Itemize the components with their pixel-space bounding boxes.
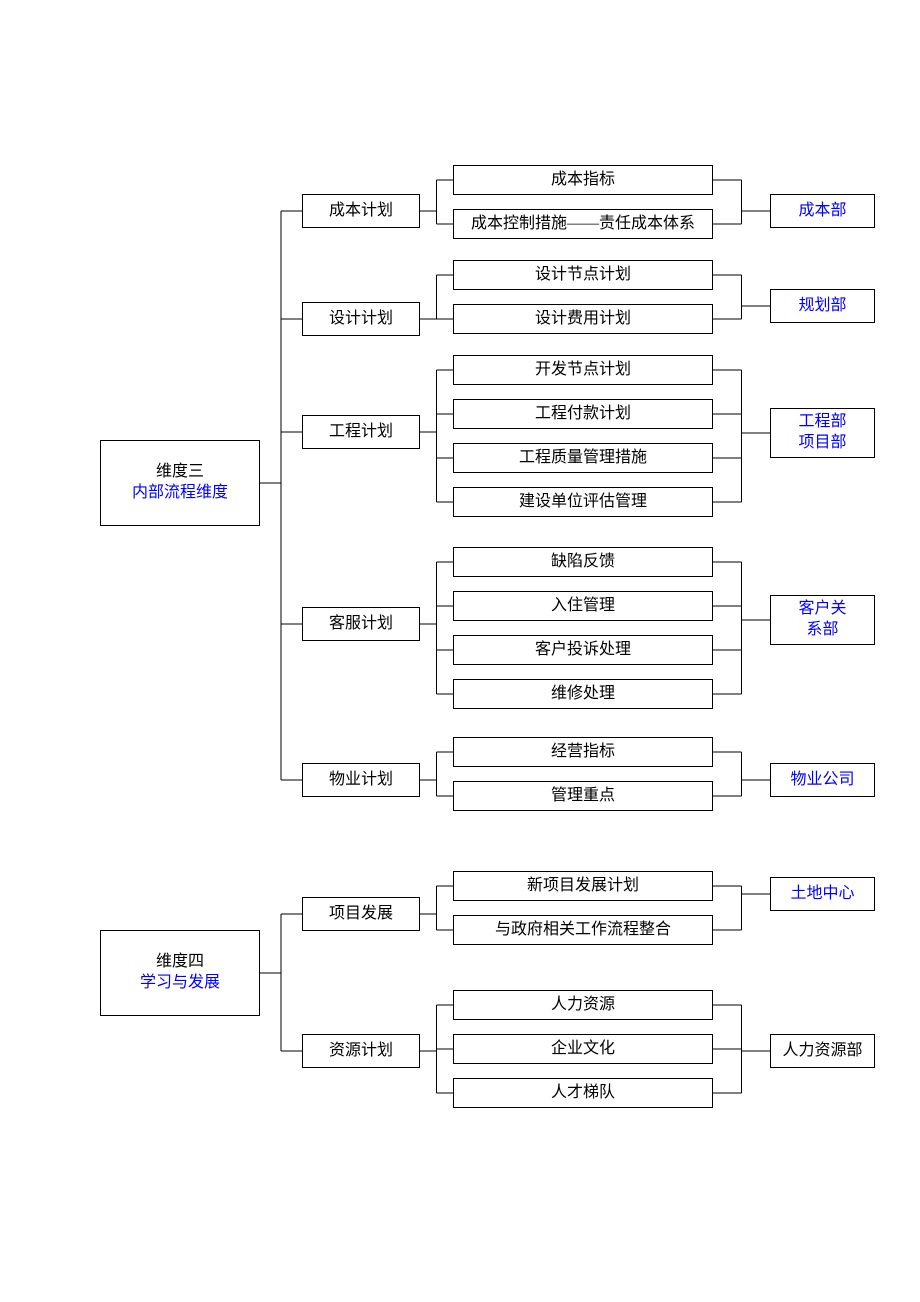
l3-design-0-line-0: 设计节点计划 [535,265,631,286]
l2-svc: 客服计划 [302,607,420,641]
l3-design-1: 设计费用计划 [453,304,713,334]
dept-cost: 成本部 [770,194,875,228]
l3-prop-0-line-0: 经营指标 [551,742,615,763]
l2-res: 资源计划 [302,1034,420,1068]
l3-proj-1: 与政府相关工作流程整合 [453,915,713,945]
l2-res-line-0: 资源计划 [329,1041,393,1062]
dept-design: 规划部 [770,289,875,323]
l2-cost-line-0: 成本计划 [329,201,393,222]
l3-eng-2: 工程质量管理措施 [453,443,713,473]
l2-cost: 成本计划 [302,194,420,228]
root-维度三-line-1: 内部流程维度 [132,483,228,504]
dept-prop-line-0: 物业公司 [790,770,854,791]
l3-design-1-line-0: 设计费用计划 [535,309,631,330]
l3-eng-3: 建设单位评估管理 [453,487,713,517]
l3-eng-1: 工程付款计划 [453,399,713,429]
dept-eng: 工程部项目部 [770,408,875,458]
l3-cost-1: 成本控制措施——责任成本体系 [453,209,713,239]
dept-proj-line-0: 土地中心 [790,884,854,905]
root-维度四-line-1: 学习与发展 [140,973,220,994]
l3-res-0: 人力资源 [453,990,713,1020]
l3-svc-3-line-0: 维修处理 [551,684,615,705]
root-维度四-line-0: 维度四 [156,952,204,973]
l3-svc-0-line-0: 缺陷反馈 [551,552,615,573]
l3-proj-0: 新项目发展计划 [453,871,713,901]
l3-eng-3-line-0: 建设单位评估管理 [519,492,647,513]
l3-eng-0: 开发节点计划 [453,355,713,385]
dept-svc: 客户关系部 [770,595,875,645]
dept-svc-line-1: 系部 [806,620,838,641]
l2-design-line-0: 设计计划 [329,309,393,330]
l3-svc-1: 入住管理 [453,591,713,621]
l3-prop-1: 管理重点 [453,781,713,811]
l2-proj-line-0: 项目发展 [329,904,393,925]
l3-eng-2-line-0: 工程质量管理措施 [519,448,647,469]
dept-proj: 土地中心 [770,877,875,911]
l3-cost-0: 成本指标 [453,165,713,195]
l3-res-1: 企业文化 [453,1034,713,1064]
l3-eng-1-line-0: 工程付款计划 [535,404,631,425]
l2-proj: 项目发展 [302,897,420,931]
l3-res-0-line-0: 人力资源 [551,995,615,1016]
l3-cost-1-line-0: 成本控制措施——责任成本体系 [471,214,695,235]
l3-cost-0-line-0: 成本指标 [551,170,615,191]
dept-eng-line-1: 项目部 [798,433,846,454]
l3-svc-0: 缺陷反馈 [453,547,713,577]
l3-prop-1-line-0: 管理重点 [551,786,615,807]
l3-design-0: 设计节点计划 [453,260,713,290]
l3-svc-1-line-0: 入住管理 [551,596,615,617]
dept-svc-line-0: 客户关 [798,599,846,620]
l2-svc-line-0: 客服计划 [329,614,393,635]
l2-prop: 物业计划 [302,763,420,797]
l3-eng-0-line-0: 开发节点计划 [535,360,631,381]
dept-design-line-0: 规划部 [798,296,846,317]
dept-eng-line-0: 工程部 [798,412,846,433]
l2-design: 设计计划 [302,302,420,336]
root-维度三-line-0: 维度三 [156,462,204,483]
l3-res-1-line-0: 企业文化 [551,1039,615,1060]
dept-cost-line-0: 成本部 [798,201,846,222]
l2-eng: 工程计划 [302,415,420,449]
l3-svc-2-line-0: 客户投诉处理 [535,640,631,661]
l3-svc-3: 维修处理 [453,679,713,709]
l3-svc-2: 客户投诉处理 [453,635,713,665]
root-维度四: 维度四学习与发展 [100,930,260,1016]
diagram-canvas: 维度三内部流程维度 成本计划 成本指标成本控制措施——责任成本体系 成本部设计计划 设计… [0,0,920,1302]
dept-prop: 物业公司 [770,763,875,797]
dept-res-line-0: 人力资源部 [782,1041,862,1062]
l2-eng-line-0: 工程计划 [329,422,393,443]
l2-prop-line-0: 物业计划 [329,770,393,791]
l3-prop-0: 经营指标 [453,737,713,767]
dept-res: 人力资源部 [770,1034,875,1068]
l3-proj-1-line-0: 与政府相关工作流程整合 [495,920,671,941]
l3-res-2: 人才梯队 [453,1078,713,1108]
l3-proj-0-line-0: 新项目发展计划 [527,876,639,897]
l3-res-2-line-0: 人才梯队 [551,1083,615,1104]
root-维度三: 维度三内部流程维度 [100,440,260,526]
